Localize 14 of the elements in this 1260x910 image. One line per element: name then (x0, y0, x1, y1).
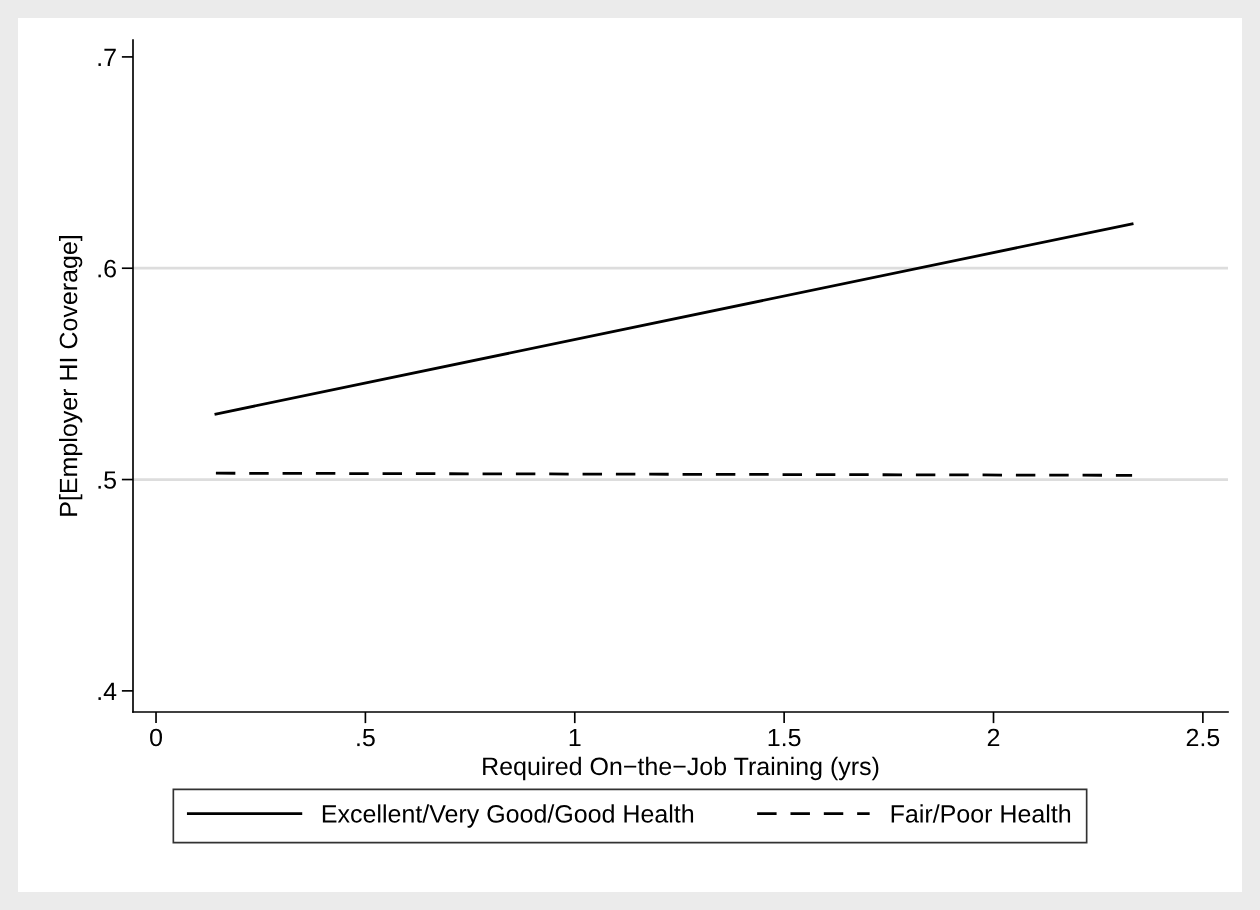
x-tick-label: 1 (569, 728, 581, 747)
y-tick-label: .4 (98, 682, 117, 700)
x-tick-label: 0 (150, 728, 163, 747)
y-tick-label: .6 (98, 259, 116, 278)
x-tick-label: 2 (987, 728, 1000, 747)
legend-label: Fair/Poor Health (891, 804, 1071, 823)
x-tick-label: 2.5 (1186, 728, 1220, 747)
x-tick-label: .5 (357, 728, 375, 747)
x-tick-label: 1.5 (768, 728, 801, 747)
y-axis-title: P[Employer HI Coverage] (58, 236, 83, 516)
y-tick-label: .5 (98, 471, 116, 489)
legend-label: Excellent/Very Good/Good Health (322, 804, 694, 828)
y-tick-label: .7 (98, 48, 116, 66)
x-axis-title: Required On−the−Job Training (yrs) (483, 756, 879, 781)
